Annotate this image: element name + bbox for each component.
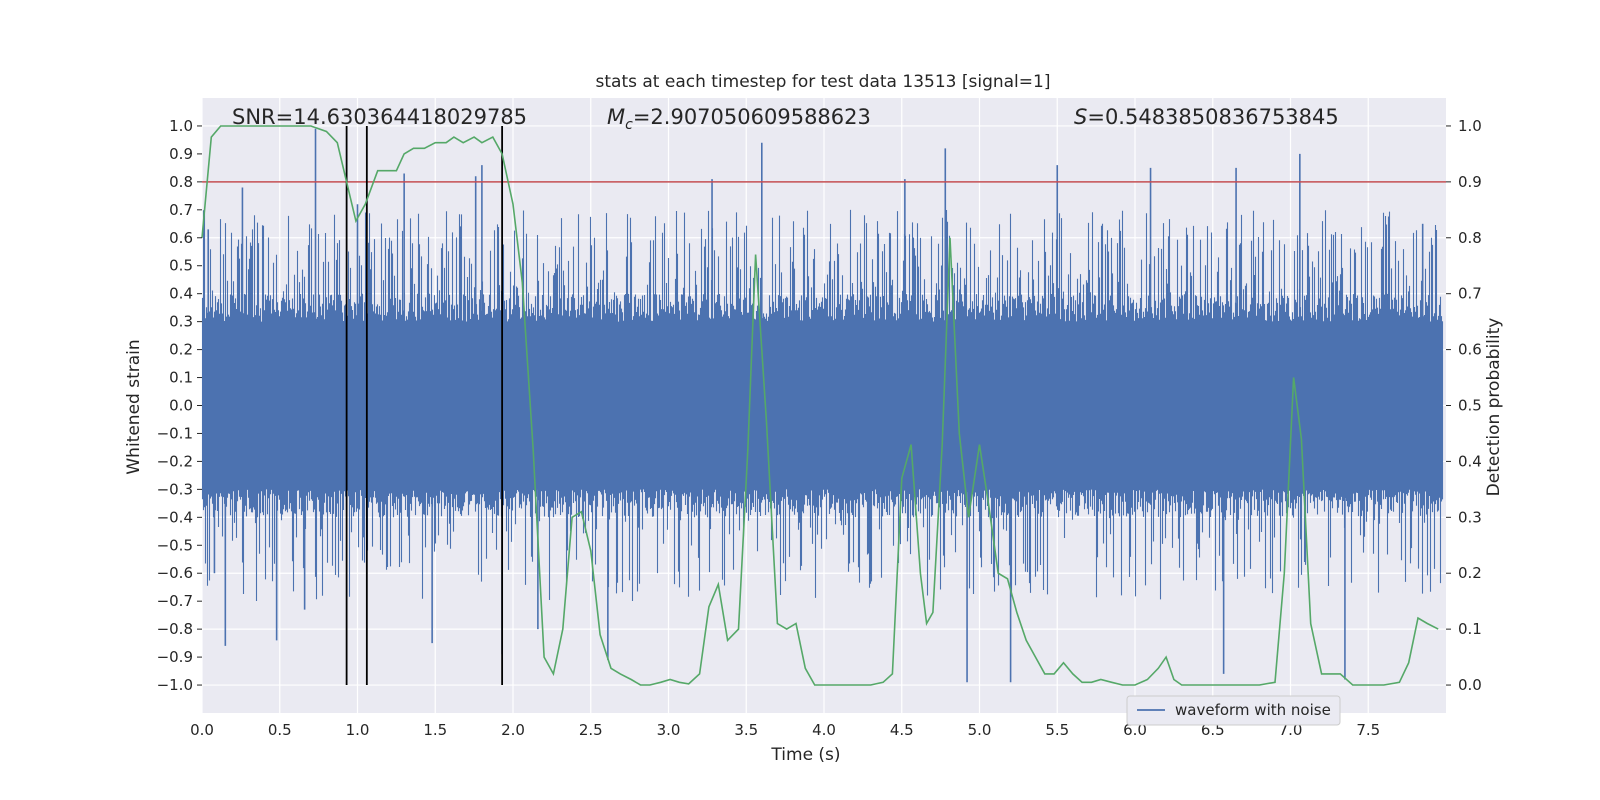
chirp-mass-annotation: Mc=2.907050609588623 [607, 105, 871, 133]
snr-annotation: SNR=14.630364418029785 [232, 105, 527, 129]
left-tick-label: −0.5 [157, 536, 193, 554]
left-tick-label: 0.3 [169, 313, 193, 331]
s-symbol: S [1074, 105, 1087, 129]
x-tick-label: 0.5 [268, 721, 292, 739]
left-tick-label: 0.5 [169, 257, 193, 275]
x-tick-label: 7.5 [1356, 721, 1380, 739]
legend-label: waveform with noise [1175, 701, 1331, 719]
left-tick-label: −0.3 [157, 480, 193, 498]
right-tick-label: 0.0 [1458, 676, 1482, 694]
legend: waveform with noise [1126, 695, 1341, 726]
x-tick-label: 4.5 [890, 721, 914, 739]
x-tick-label: 0.0 [190, 721, 214, 739]
left-tick-label: 1.0 [169, 117, 193, 135]
waveform-noise [201, 209, 1444, 601]
left-tick-label: −0.7 [157, 592, 193, 610]
left-tick-label: 0.7 [169, 201, 193, 219]
left-tick-label: −0.6 [157, 564, 193, 582]
x-tick-label: 1.0 [346, 721, 370, 739]
left-tick-label: −0.1 [157, 424, 193, 442]
left-tick-label: 0.6 [169, 229, 193, 247]
right-axis: 1.0 0.9 0.8 0.7 0.6 0.5 0.4 0.3 0.2 0.1 0.0 [1446, 117, 1482, 694]
left-tick-label: 0.0 [169, 397, 193, 415]
x-tick-label: 5.5 [1045, 721, 1069, 739]
left-tick-label: 0.4 [169, 285, 193, 303]
chart-title: stats at each timestep for test data 135… [596, 72, 1051, 92]
x-tick-label: 3.5 [734, 721, 758, 739]
right-tick-label: 0.8 [1458, 229, 1482, 247]
left-axis: 1.0 0.9 0.8 0.7 0.6 0.5 0.4 0.3 0.2 0.1 0.0 −0.1 −0.… [157, 117, 202, 694]
s-value: =0.5483850836753845 [1087, 105, 1338, 129]
left-tick-label: −0.9 [157, 648, 193, 666]
right-tick-label: 0.6 [1458, 341, 1482, 359]
detection-probability-series [201, 125, 1439, 686]
right-tick-label: 0.3 [1458, 508, 1482, 526]
x-tick-label: 1.5 [423, 721, 447, 739]
x-tick-label: 2.5 [579, 721, 603, 739]
right-tick-label: 1.0 [1458, 117, 1482, 135]
right-tick-label: 0.4 [1458, 452, 1482, 470]
left-tick-label: −0.4 [157, 508, 193, 526]
x-axis: 0.0 0.5 1.0 1.5 2.0 2.5 3.0 3.5 4.0 4.5 5.0 5.5 6.0 6… [190, 721, 1380, 739]
chirp-mass-subscript: c [625, 117, 633, 133]
right-tick-label: 0.7 [1458, 285, 1482, 303]
y-axis-label-right: Detection probability [1484, 318, 1504, 497]
right-tick-label: 0.5 [1458, 397, 1482, 415]
left-tick-label: 0.2 [169, 341, 193, 359]
x-tick-label: 4.0 [812, 721, 836, 739]
y-axis-label-left: Whitened strain [124, 339, 144, 474]
left-tick-label: −0.8 [157, 620, 193, 638]
left-tick-label: 0.1 [169, 369, 193, 387]
left-tick-label: −1.0 [157, 676, 193, 694]
legend-box [1126, 695, 1341, 726]
right-tick-label: 0.2 [1458, 564, 1482, 582]
chirp-mass-symbol: M [607, 105, 625, 129]
right-tick-label: 0.1 [1458, 620, 1482, 638]
event-lines [345, 125, 504, 686]
right-tick-label: 0.9 [1458, 173, 1482, 191]
s-annotation: S=0.5483850836753845 [1074, 105, 1339, 129]
x-tick-label: 2.0 [501, 721, 525, 739]
x-tick-label: 5.0 [968, 721, 992, 739]
left-tick-label: 0.9 [169, 145, 193, 163]
chirp-mass-value: =2.907050609588623 [633, 105, 871, 129]
waveform-series [201, 128, 1444, 683]
left-tick-label: 0.8 [169, 173, 193, 191]
left-tick-label: −0.2 [157, 452, 193, 470]
x-axis-label: Time (s) [770, 745, 840, 765]
x-tick-label: 3.0 [657, 721, 681, 739]
